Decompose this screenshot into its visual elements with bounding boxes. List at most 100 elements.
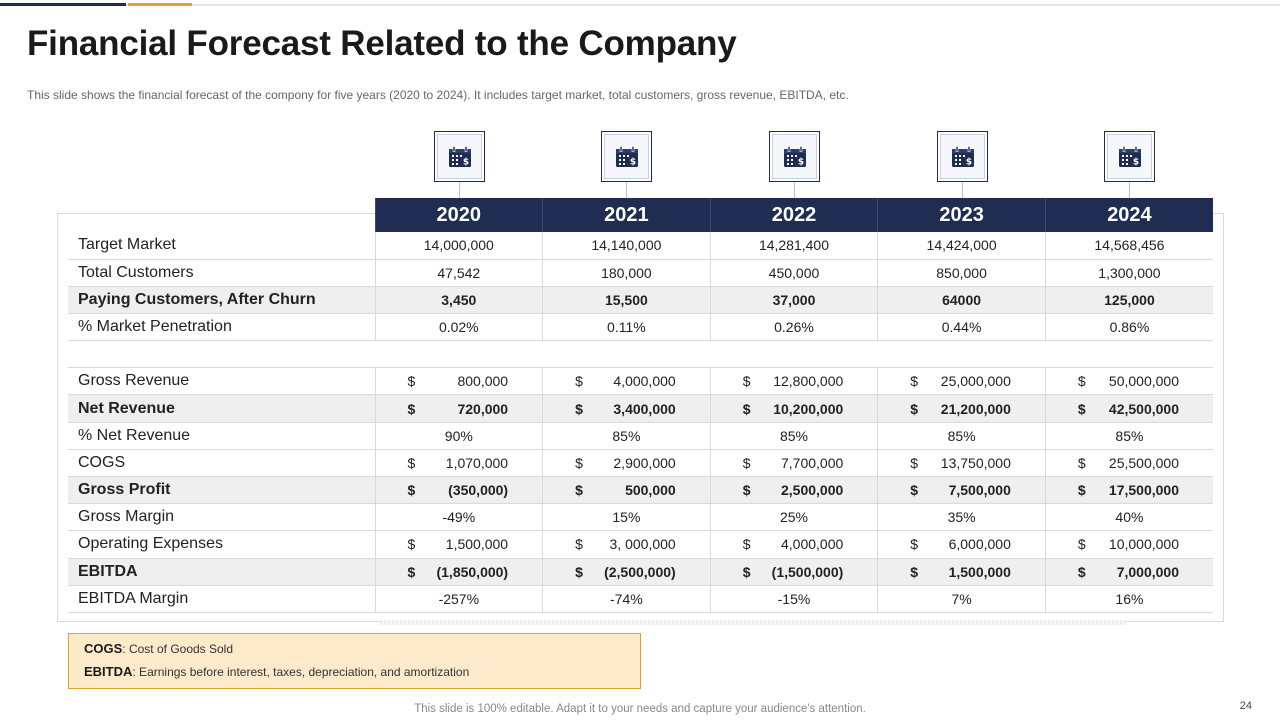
table-row: Paying Customers, After Churn 3,450 15,500… — [68, 286, 1213, 315]
value-cell: $1,500,000 — [877, 558, 1046, 586]
row-label: Total Customers — [68, 259, 375, 287]
table-row: EBITDA Margin -257% -74% -15% 7% 16% — [68, 585, 1213, 613]
value-cell: $3,400,000 — [542, 394, 711, 423]
amount-value: 21,200,000 — [940, 400, 1011, 417]
amount-value: 7,000,000 — [1116, 563, 1179, 580]
table-row: % Market Penetration 0.02% 0.11% 0.26% 0.44%… — [68, 313, 1213, 342]
amount-value: 1,500,000 — [445, 536, 509, 553]
slide-footer: This slide is 100% editable. Adapt it to… — [414, 703, 866, 715]
table-row: Total Customers 47,542 180,000 450,000 850,0… — [68, 259, 1213, 287]
currency-symbol: $ — [742, 400, 751, 417]
currency-symbol: $ — [575, 563, 583, 580]
currency-symbol: $ — [742, 373, 751, 390]
amount-value: 4,000,000 — [780, 536, 844, 553]
amount-value: 2,900,000 — [613, 454, 676, 471]
currency-symbol: $ — [1077, 563, 1086, 580]
value-cell: $1,070,000 — [374, 449, 543, 478]
spacer-cell — [1045, 340, 1213, 369]
value-cell: $13,750,000 — [877, 449, 1046, 478]
row-label: Net Revenue — [68, 394, 375, 423]
year-header: 2021 — [542, 198, 711, 232]
value-cell: $10,200,000 — [709, 394, 878, 423]
value-cell: $7,000,000 — [1044, 558, 1213, 586]
value-cell: 850,000 — [877, 259, 1046, 287]
value-cell: 15,500 — [542, 286, 711, 315]
currency-symbol: $ — [910, 454, 919, 471]
amount-value: 7,700,000 — [780, 454, 844, 471]
value-cell: 14,281,400 — [709, 232, 878, 260]
currency-symbol: $ — [1077, 373, 1086, 390]
value-cell: 40% — [1044, 503, 1213, 532]
table-row: Operating Expenses $1,500,000 $3, 000,000 $… — [68, 530, 1213, 559]
amount-value: 800,000 — [457, 373, 509, 390]
value-cell: $ (1,850,000) — [374, 558, 543, 586]
amount-value: 1,500,000 — [948, 563, 1011, 580]
amount-value: 4,000,000 — [613, 373, 676, 390]
value-cell: -49% — [374, 503, 543, 532]
amount-value: 50,000,000 — [1108, 373, 1179, 390]
row-label: Paying Customers, After Churn — [68, 286, 375, 315]
value-cell: 0.86% — [1044, 313, 1213, 342]
year-header: 2020 — [374, 198, 543, 232]
currency-symbol: $ — [910, 400, 919, 417]
value-cell: $2,900,000 — [542, 449, 711, 478]
currency-symbol: $ — [575, 454, 583, 471]
value-cell: 450,000 — [709, 259, 878, 287]
year-header: 2022 — [709, 198, 878, 232]
amount-value: 42,500,000 — [1108, 400, 1179, 417]
currency-symbol: $ — [407, 400, 416, 417]
currency-symbol: $ — [407, 454, 416, 471]
value-cell: $12,800,000 — [709, 367, 878, 396]
row-label: EBITDA — [68, 558, 375, 586]
value-cell: 85% — [709, 422, 878, 450]
table-row: EBITDA $ (1,850,000) $ (2,500,000) $ (1,500,00… — [68, 558, 1213, 586]
amount-value: 7,500,000 — [948, 482, 1011, 499]
table-row: Gross Profit $ (350,000) $500,000 $2,500,000… — [68, 476, 1213, 505]
icon-connector — [1129, 182, 1130, 199]
calendar-dollar-icon: $ — [434, 131, 485, 182]
value-cell: 85% — [542, 422, 711, 450]
value-cell: 85% — [877, 422, 1046, 450]
icon-connector — [962, 182, 963, 199]
amount-value: 2,500,000 — [780, 482, 844, 499]
table-row: Gross Margin -49% 15% 25% 35% 40% — [68, 503, 1213, 532]
amount-value: (350,000) — [448, 482, 509, 499]
amount-value: 720,000 — [457, 400, 509, 417]
value-cell: 14,140,000 — [542, 232, 711, 260]
note-term: COGS — [84, 641, 123, 656]
amount-value: 25,500,000 — [1108, 454, 1179, 471]
value-cell: 125,000 — [1044, 286, 1213, 315]
calendar-dollar-icon: $ — [937, 131, 988, 182]
row-label: Target Market — [68, 232, 375, 260]
accent-segment-navy — [0, 3, 126, 6]
value-cell: 14,000,000 — [374, 232, 543, 260]
calendar-dollar-icon: $ — [601, 131, 652, 182]
value-cell: -15% — [709, 585, 878, 613]
value-cell: 1,300,000 — [1044, 259, 1213, 287]
svg-text:$: $ — [629, 157, 635, 167]
row-label: Gross Revenue — [68, 367, 375, 396]
amount-value: 17,500,000 — [1108, 482, 1179, 499]
currency-symbol: $ — [575, 482, 583, 499]
value-cell: $ (350,000) — [374, 476, 543, 505]
value-cell: 16% — [1044, 585, 1213, 613]
row-label: EBITDA Margin — [68, 585, 375, 613]
value-cell: $6,000,000 — [877, 530, 1046, 559]
row-label: % Net Revenue — [68, 422, 375, 450]
currency-symbol: $ — [575, 536, 583, 553]
spacer-cell — [877, 340, 1046, 369]
note-cogs: COGS: Cost of Goods Sold — [84, 641, 640, 664]
currency-symbol: $ — [742, 536, 751, 553]
calendar-dollar-icon: $ — [769, 131, 820, 182]
value-cell: $800,000 — [374, 367, 543, 396]
value-cell: $7,500,000 — [877, 476, 1046, 505]
year-header-row: 2020 2021 2022 2023 2024 — [68, 198, 1213, 232]
currency-symbol: $ — [1077, 536, 1086, 553]
currency-symbol: $ — [1077, 454, 1086, 471]
table-shadow — [380, 620, 1126, 625]
row-label: COGS — [68, 449, 375, 478]
abbreviations-note-box: COGS: Cost of Goods Sold EBITDA: Earning… — [68, 633, 641, 689]
amount-value: (1,500,000) — [771, 563, 844, 580]
value-cell: 15% — [542, 503, 711, 532]
value-cell: $25,000,000 — [877, 367, 1046, 396]
